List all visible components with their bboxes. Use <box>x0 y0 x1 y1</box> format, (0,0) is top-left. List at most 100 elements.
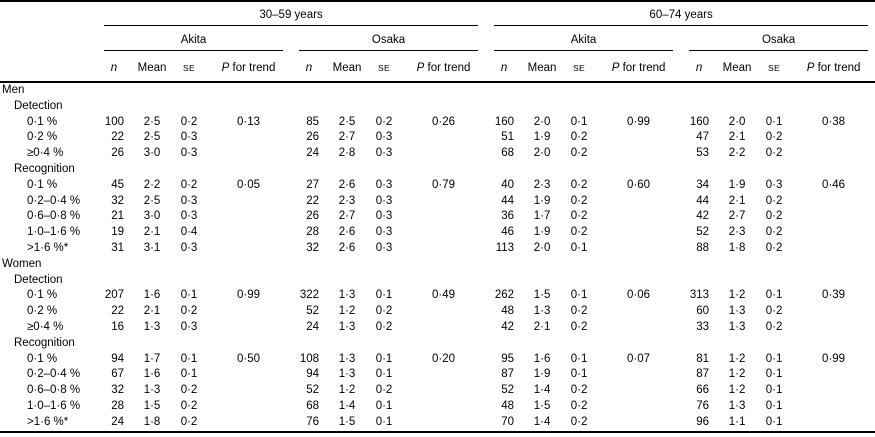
age-group-label: 30–59 years <box>104 9 479 26</box>
row-label: Recognition <box>14 162 75 175</box>
se-value: 0·1 <box>375 352 393 365</box>
table-row: 1·0–1·6 % 19 2·1 0·4 28 2·6 0·3 46 1·9 0·2 52 2·3 0·… <box>0 225 875 241</box>
mean-value: 2·6 <box>338 226 356 239</box>
p-for-trend-value: 0·39 <box>822 289 846 302</box>
mean-value: 1·9 <box>533 226 551 239</box>
mean-value: 1·8 <box>728 241 746 254</box>
n-value: 24 <box>111 415 124 428</box>
mean-value: 1·7 <box>533 210 551 223</box>
col-header-se: SE <box>172 51 206 83</box>
table-row: 0·6–0·8 % 21 3·0 0·3 26 2·7 0·3 36 1·7 0·2 42 2·7 0·… <box>0 209 875 225</box>
n-value: 36 <box>501 210 515 223</box>
mean-value: 1·3 <box>728 399 746 412</box>
p-for-trend-value: 0·99 <box>627 115 651 128</box>
p-for-trend-value <box>791 241 875 257</box>
city-header-osaka-2: Osaka <box>681 26 875 51</box>
se-value: 0·2 <box>180 305 198 318</box>
table-body: Men Detection 0·1 % 100 2·5 0·2 0·13 85 2·5 0·2 0·… <box>0 82 875 432</box>
se-value: 0·1 <box>375 399 393 412</box>
col-header-n: n <box>291 51 327 83</box>
se-value: 0·3 <box>180 147 198 160</box>
p-for-trend-value <box>401 241 486 257</box>
col-header-mean: Mean <box>132 51 172 83</box>
n-value: 44 <box>696 194 710 207</box>
city-header-row: Akita Osaka Akita Osaka <box>0 26 875 51</box>
section-row-men: Men <box>0 82 875 99</box>
row-label: 1·0–1·6 % <box>27 399 81 412</box>
mean-value: 2·5 <box>143 131 161 144</box>
se-value: 0·2 <box>570 399 588 412</box>
se-value: 0·2 <box>570 131 588 144</box>
mean-value: 1·3 <box>338 368 356 381</box>
p-for-trend-value: 0·26 <box>432 115 456 128</box>
n-value: 66 <box>696 384 710 397</box>
p-for-trend-value <box>596 367 681 383</box>
n-value: 32 <box>111 194 124 207</box>
mean-value: 2·5 <box>143 194 161 207</box>
empty-cells <box>96 273 875 289</box>
mean-value: 1·3 <box>728 305 746 318</box>
n-value: 28 <box>306 226 319 239</box>
mean-value: 2·0 <box>728 115 746 128</box>
n-value: 113 <box>495 241 515 254</box>
row-label: 0·1 % <box>27 178 58 191</box>
section-row-detection: Detection <box>0 99 875 115</box>
n-value: 87 <box>696 368 710 381</box>
n-value: 42 <box>696 210 710 223</box>
se-value: 0·1 <box>375 368 393 381</box>
p-for-trend-value <box>596 399 681 415</box>
se-value: 0·1 <box>570 241 588 254</box>
empty-cells <box>96 336 875 352</box>
age-group-header-30-59: 30–59 years <box>96 1 486 26</box>
p-for-trend-value <box>206 367 291 383</box>
n-value: 68 <box>306 399 319 412</box>
se-value: 0·2 <box>765 194 783 207</box>
se-value: 0·3 <box>375 194 393 207</box>
se-value: 0·2 <box>765 210 783 223</box>
col-header-mean: Mean <box>327 51 367 83</box>
row-label: Men <box>2 84 25 96</box>
se-value: 0·1 <box>375 289 393 302</box>
n-value: 40 <box>501 178 515 191</box>
p-for-trend-value <box>791 415 875 432</box>
n-value: 16 <box>111 320 124 333</box>
col-header-se: SE <box>367 51 401 83</box>
mean-value: 2·6 <box>338 241 356 254</box>
table-row: 0·2 % 22 2·1 0·2 52 1·2 0·2 48 1·3 0·2 60 1·3 0·2 <box>0 304 875 320</box>
mean-value: 1·2 <box>338 305 356 318</box>
n-value: 26 <box>306 131 319 144</box>
p-for-trend-value <box>206 415 291 432</box>
row-label: Women <box>2 257 42 270</box>
empty-cells <box>96 257 875 273</box>
se-value: 0·3 <box>180 241 198 254</box>
mean-value: 1·2 <box>728 368 746 381</box>
n-value: 22 <box>111 305 124 318</box>
mean-value: 1·4 <box>338 399 356 412</box>
p-for-trend-value: 0·49 <box>432 289 456 302</box>
p-for-trend-value <box>401 146 486 162</box>
row-label: Detection <box>14 273 63 286</box>
p-for-trend-value: 0·60 <box>627 178 651 191</box>
mean-value: 1·3 <box>143 384 161 397</box>
mean-value: 1·9 <box>533 131 551 144</box>
n-value: 22 <box>111 131 124 144</box>
col-header-n: n <box>96 51 132 83</box>
n-value: 22 <box>306 194 319 207</box>
p-for-trend-value <box>791 225 875 241</box>
mean-value: 3·1 <box>143 241 161 254</box>
city-label: Akita <box>494 34 674 51</box>
n-value: 100 <box>104 115 124 128</box>
n-value: 51 <box>501 131 515 144</box>
se-value: 0·1 <box>180 368 198 381</box>
n-value: 322 <box>299 289 319 302</box>
n-value: 76 <box>696 399 710 412</box>
col-header-p-for-trend: P for trend <box>596 51 682 83</box>
mean-value: 2·7 <box>338 210 356 223</box>
n-value: 24 <box>306 320 319 333</box>
mean-value: 1·7 <box>143 352 161 365</box>
se-value: 0·3 <box>375 147 393 160</box>
mean-value: 2·6 <box>338 178 356 191</box>
n-value: 19 <box>111 226 124 239</box>
se-value: 0·2 <box>570 320 588 333</box>
p-for-trend-value: 0·99 <box>236 289 261 302</box>
